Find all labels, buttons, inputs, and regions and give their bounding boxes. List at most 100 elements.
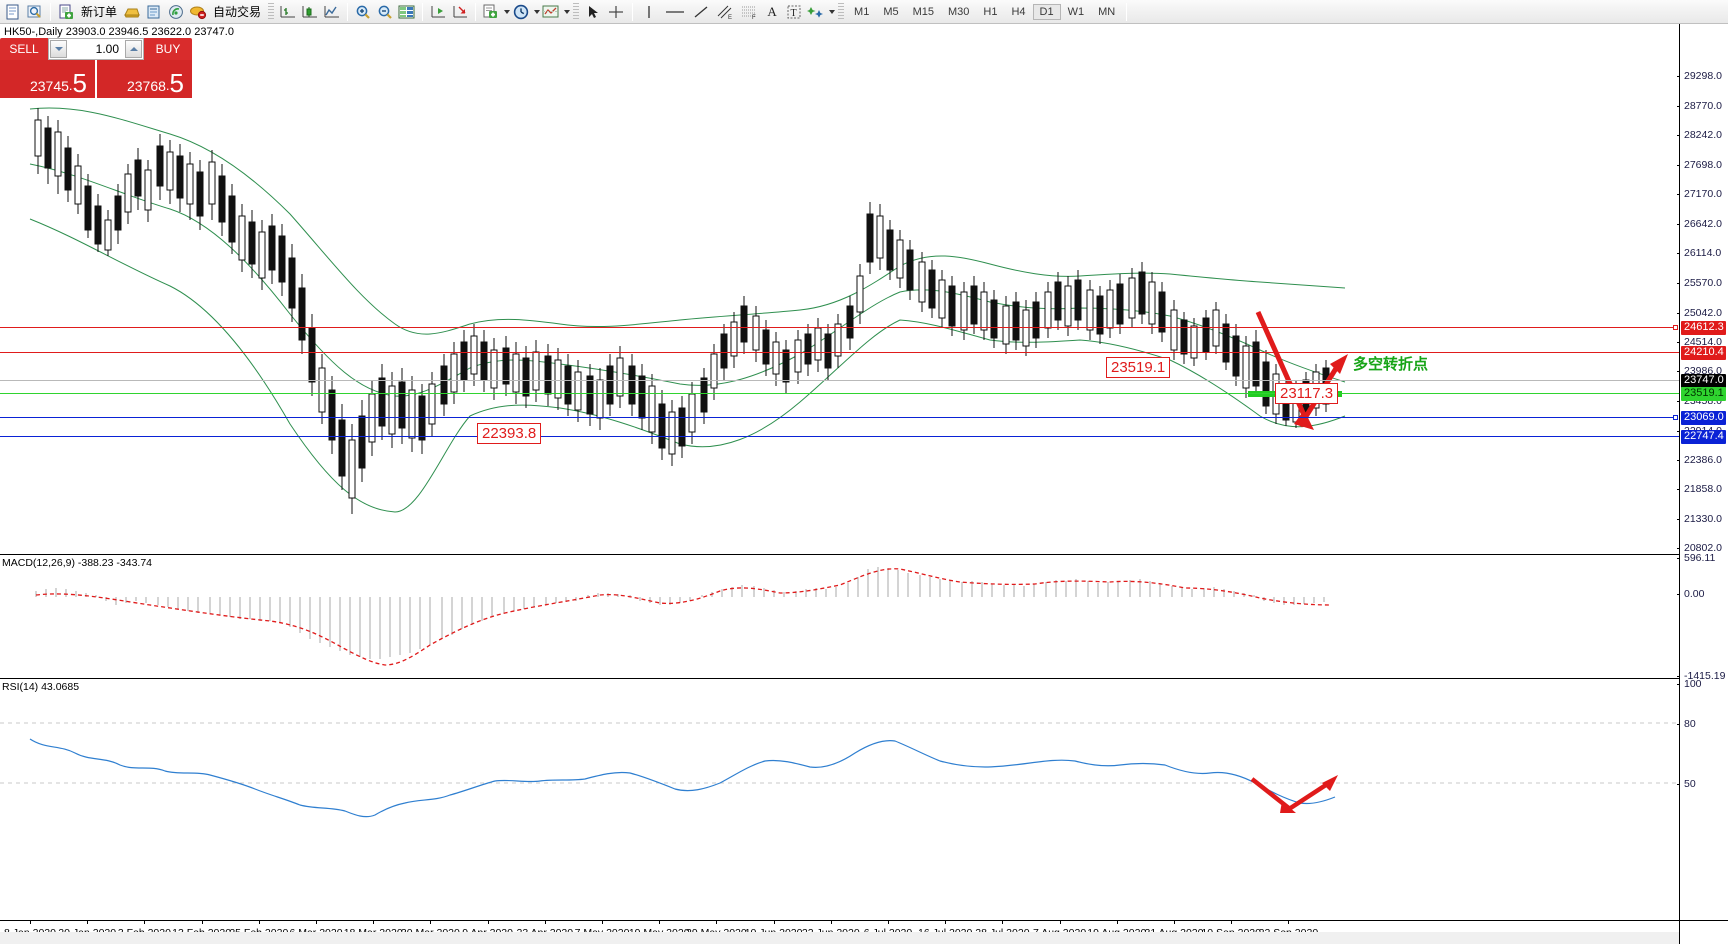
rsi-bullish-arrow <box>1284 775 1338 813</box>
price-annotation-23117[interactable]: 23117.3 <box>1275 383 1339 405</box>
rsi-pane[interactable]: RSI(14) 43.0685 <box>0 678 1679 842</box>
date-axis-tick <box>1174 921 1175 924</box>
timeframe-h4[interactable]: H4 <box>1011 5 1026 18</box>
indicators-dropdown-caret[interactable] <box>564 9 571 14</box>
price-level-tag[interactable]: 24210.4 <box>1681 346 1726 360</box>
date-axis-tick <box>1231 921 1233 924</box>
timeframe-d1[interactable]: D1 <box>1032 3 1061 20</box>
volume-decrement-button[interactable] <box>50 40 67 58</box>
current-price-line <box>0 380 1679 381</box>
cursor-icon[interactable] <box>582 1 604 23</box>
sell-price-separator: . <box>68 78 73 93</box>
timeframe-w1[interactable]: W1 <box>1067 5 1085 18</box>
price-axis-label: 28242.0 <box>1684 128 1722 141</box>
price-level-handle[interactable] <box>1673 325 1678 330</box>
indicators-icon[interactable] <box>540 1 562 23</box>
templates-dropdown-caret[interactable] <box>504 9 511 14</box>
auto-trading-label[interactable]: 自动交易 <box>213 5 262 19</box>
shapes-icon[interactable] <box>805 1 827 23</box>
spinner-up-icon <box>129 47 138 51</box>
price-axis-label: 21858.0 <box>1684 483 1722 496</box>
price-chart-pane[interactable] <box>0 24 1679 552</box>
date-axis-tick <box>487 921 489 924</box>
news-icon[interactable] <box>143 1 165 23</box>
line-chart-icon[interactable] <box>321 1 343 23</box>
crosshair-icon[interactable] <box>604 1 628 23</box>
price-level-line-23519[interactable] <box>0 393 1679 394</box>
macd-axis-tick <box>1677 558 1680 559</box>
period-dropdown-caret[interactable] <box>534 9 541 14</box>
price-level-tag[interactable]: 23747.0 <box>1681 374 1726 388</box>
candlestick-chart-icon[interactable] <box>299 1 321 23</box>
price-level-tag[interactable]: 24612.3 <box>1681 321 1726 335</box>
price-axis-tick <box>1677 312 1680 314</box>
rsi-canvas <box>0 722 1679 818</box>
price-level-line-22747[interactable] <box>0 436 1679 437</box>
toolbar-grip[interactable] <box>268 2 275 21</box>
price-level-tag[interactable]: 22747.4 <box>1681 430 1726 444</box>
horizontal-line-icon[interactable] <box>661 1 689 23</box>
price-level-line-24612[interactable] <box>0 327 1674 328</box>
sell-button[interactable]: SELL <box>0 38 48 60</box>
chart-shift-icon[interactable] <box>427 1 449 23</box>
new-order-icon[interactable] <box>55 1 77 23</box>
price-axis[interactable]: 29298.0 28770.0 28242.0 27698.0 27170.0 26642… <box>1677 24 1728 920</box>
auto-scroll-icon[interactable] <box>449 1 471 23</box>
shapes-dropdown-caret[interactable] <box>829 9 836 14</box>
price-level-tag[interactable]: 23069.0 <box>1681 411 1726 425</box>
zoom-region-icon[interactable] <box>24 1 46 23</box>
timeframe-h1[interactable]: H1 <box>983 5 998 18</box>
macd-pane[interactable]: MACD(12,26,9) -388.23 -343.74 <box>0 554 1679 676</box>
volume-increment-button[interactable] <box>125 40 142 58</box>
date-axis-tick <box>1116 921 1118 924</box>
date-axis-tick <box>201 921 203 924</box>
timeframe-m30[interactable]: M30 <box>948 5 970 18</box>
data-window-icon[interactable] <box>396 1 418 23</box>
price-axis-label: 21330.0 <box>1684 512 1722 525</box>
timeframe-m1[interactable]: M1 <box>854 5 870 18</box>
equidistant-channel-icon[interactable]: E <box>713 1 737 23</box>
date-axis-tick <box>87 921 89 924</box>
bar-chart-icon[interactable] <box>277 1 299 23</box>
timeframe-mn[interactable]: MN <box>1098 5 1116 18</box>
price-axis-tick <box>1677 194 1680 196</box>
gold-bar-icon[interactable] <box>121 1 143 23</box>
buy-price-tile[interactable]: 23768 . 5 <box>97 60 192 98</box>
buy-button[interactable]: BUY <box>144 38 192 60</box>
price-annotation-22393[interactable]: 22393.8 <box>477 423 542 445</box>
trendline-icon[interactable] <box>689 1 713 23</box>
timeframe-m5[interactable]: M5 <box>883 5 899 18</box>
price-axis-tick <box>1677 223 1680 225</box>
one-click-trading-panel[interactable]: SELL 1.00 BUY 23745 . 5 23768 . 5 <box>0 38 192 98</box>
fibonacci-icon[interactable]: F <box>737 1 761 23</box>
toolbar-grip-3[interactable] <box>838 2 845 21</box>
price-axis-label: 20802.0 <box>1684 542 1722 554</box>
turning-point-note[interactable]: 多空转折点 <box>1353 355 1429 373</box>
period-clock-icon[interactable] <box>510 1 532 23</box>
alert-icon[interactable] <box>187 1 209 23</box>
price-annotation-23519[interactable]: 23519.1 <box>1106 357 1171 379</box>
vertical-line-icon[interactable] <box>637 1 661 23</box>
zoom-in-icon[interactable] <box>352 1 374 23</box>
templates-icon[interactable] <box>480 1 502 23</box>
zoom-out-icon[interactable] <box>374 1 396 23</box>
signal-icon[interactable] <box>165 1 187 23</box>
price-axis-label: 25042.0 <box>1684 306 1722 319</box>
horizontal-scrollbar[interactable] <box>0 932 1679 944</box>
toolbar-grip-2[interactable] <box>573 2 580 21</box>
sell-price-tile[interactable]: 23745 . 5 <box>0 60 95 98</box>
price-level-tag[interactable]: 23519.1 <box>1681 387 1726 401</box>
volume-value[interactable]: 1.00 <box>95 42 119 56</box>
new-order-label[interactable]: 新订单 <box>81 5 118 19</box>
price-chart-canvas <box>29 107 1348 514</box>
text-label-icon[interactable]: A <box>767 3 777 19</box>
price-level-handle[interactable] <box>1673 415 1678 420</box>
toolbar-separator-2 <box>347 2 349 21</box>
price-level-line-24210[interactable] <box>0 352 1679 353</box>
timeframe-m15[interactable]: M15 <box>912 5 934 18</box>
price-level-line-23069[interactable] <box>0 417 1674 418</box>
rsi-bearish-arrow <box>1250 777 1296 813</box>
chart-window-icon[interactable] <box>2 1 24 23</box>
text-box-icon[interactable]: T <box>783 1 805 23</box>
volume-stepper[interactable]: 1.00 <box>48 38 144 60</box>
